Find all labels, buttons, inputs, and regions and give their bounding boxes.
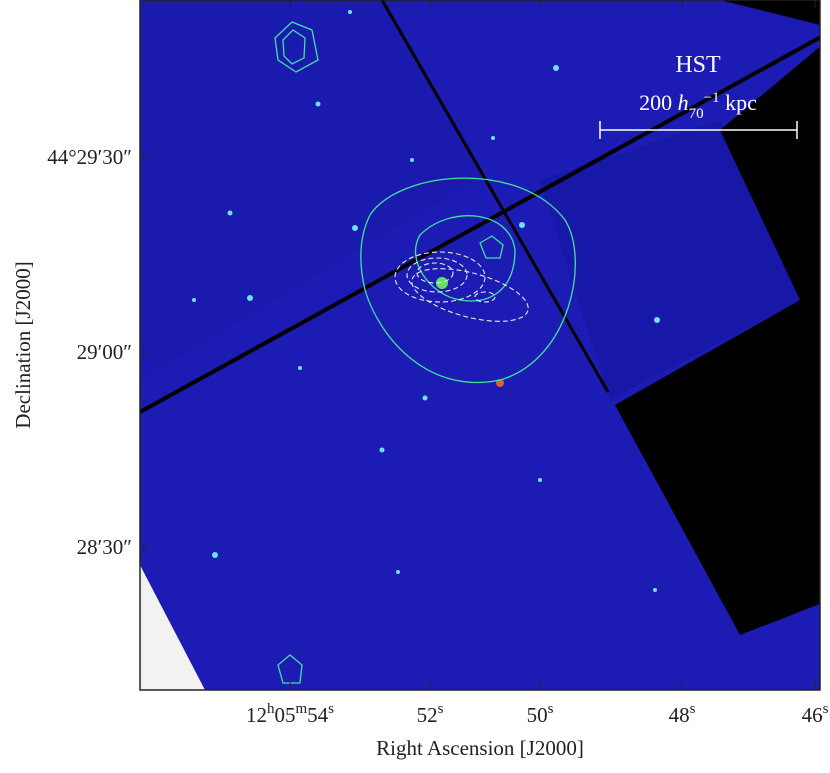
x-tick-label-part: 12 <box>246 703 267 727</box>
x-tick-label-part: s <box>328 701 334 717</box>
plot-frame <box>139 0 821 691</box>
image-label: HST <box>675 52 721 78</box>
x-tick-label: 50s <box>527 701 554 727</box>
scale-bar-part: h <box>678 90 689 115</box>
x-tick-label-part: 46 <box>802 703 823 727</box>
x-tick-label-part: s <box>690 701 696 717</box>
y-tick-label: 44°29′30″ <box>47 145 132 169</box>
sky-image: HST 200 h70−1 kpc <box>140 0 820 690</box>
scale-bar-part: −1 <box>704 90 720 106</box>
x-tick-label-part: s <box>438 701 444 717</box>
x-tick-label-part: 54 <box>307 703 329 727</box>
x-tick-label: 46s <box>802 701 829 727</box>
x-tick-label-part: 50 <box>527 703 548 727</box>
scale-bar-part: kpc <box>720 90 758 115</box>
x-tick-label: 52s <box>417 701 444 727</box>
y-tick-label: 29′00″ <box>77 340 132 364</box>
scale-bar-part: 200 <box>639 90 678 115</box>
y-tick-label: 28′30″ <box>77 535 132 559</box>
y-axis-title: Declination [J2000] <box>11 261 35 428</box>
x-tick-label-part: s <box>548 701 554 717</box>
scale-bar-part: 70 <box>689 106 704 122</box>
x-tick-label-part: 52 <box>417 703 438 727</box>
x-tick-label-part: s <box>823 701 829 717</box>
x-tick-label: 12h05m54s <box>246 701 334 727</box>
x-axis-title: Right Ascension [J2000] <box>376 736 584 760</box>
x-tick-label-part: 05 <box>274 703 295 727</box>
x-tick-label-part: 48 <box>669 703 690 727</box>
x-tick-label-part: h <box>267 701 275 717</box>
scale-bar-label: 200 h70−1 kpc <box>639 90 757 122</box>
x-tick-label: 48s <box>669 701 696 727</box>
x-tick-label-part: m <box>295 701 307 717</box>
